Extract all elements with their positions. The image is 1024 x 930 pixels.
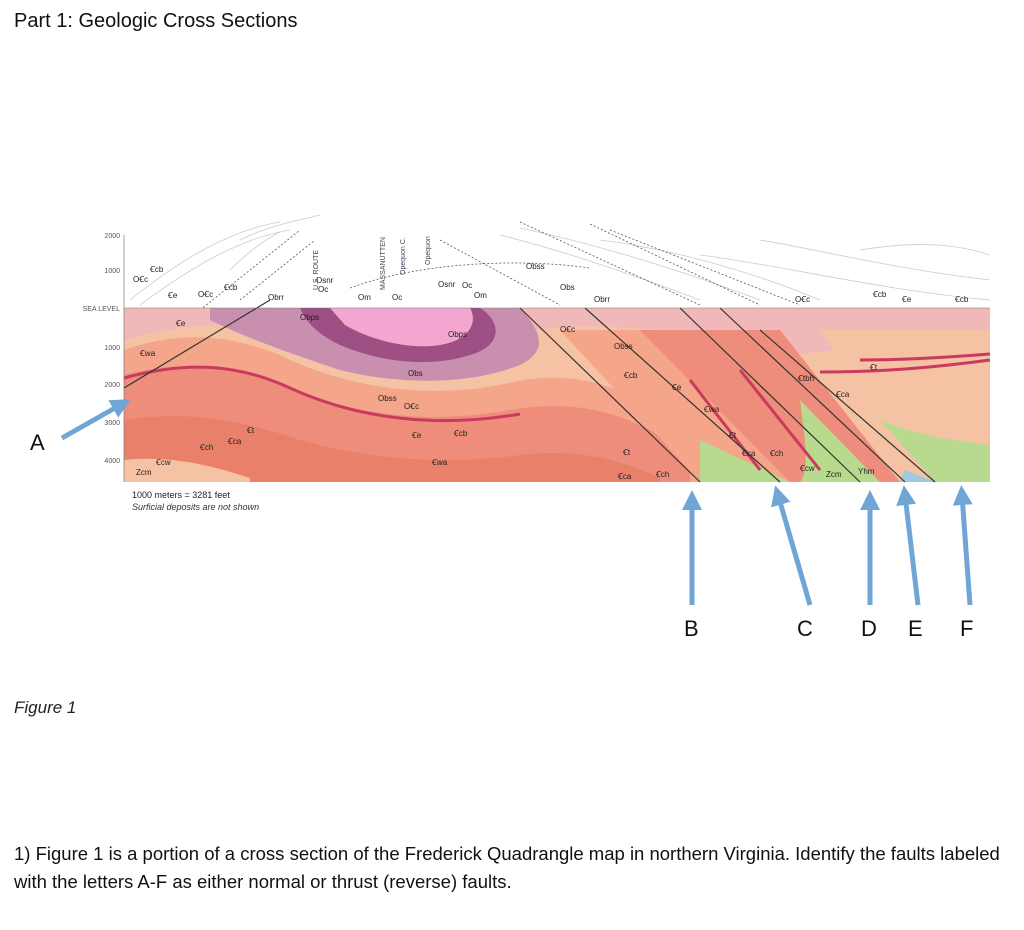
unit-label: Ꞓca [227, 437, 242, 446]
unit-label: Ꞓcb [954, 295, 969, 304]
unit-label: Obss [614, 342, 633, 351]
unit-label: Ꞓcw [799, 464, 815, 473]
unit-label: Ꞓcb [149, 265, 164, 274]
unit-label: Ꞓt [728, 431, 737, 440]
arrow-e [896, 485, 921, 606]
place-label: Opequon C. [400, 237, 407, 275]
fault-letters: A B C D E F [30, 430, 973, 641]
unit-label: Ꞓwa [431, 458, 448, 467]
elevation-label: 1000 [104, 345, 120, 352]
arrow-c [771, 485, 813, 606]
unit-label: Ꞓt [246, 426, 255, 435]
question-text: 1) Figure 1 is a portion of a cross sect… [14, 843, 1000, 892]
unit-label: Ꞓt [622, 448, 631, 457]
scale-text: 1000 meters = 3281 feet [132, 490, 230, 500]
arrow-a [60, 399, 131, 441]
unit-label: Ꞓwa [139, 349, 156, 358]
fault-label-c: C [797, 616, 813, 641]
unit-label: Osnr [438, 280, 456, 289]
unit-label: Om [358, 293, 371, 302]
unit-label: Ꞓt [869, 363, 878, 372]
unit-label: OꞒc [133, 275, 148, 284]
unit-label: Om [474, 291, 487, 300]
trace-lines [199, 221, 801, 311]
unit-label: Ꞓtbh [797, 374, 814, 383]
unit-label: Obs [560, 283, 575, 292]
fault-label-d: D [861, 616, 877, 641]
elevation-label: 2000 [104, 233, 120, 240]
unit-label: Ꞓe [901, 295, 912, 304]
unit-label: Obps [300, 313, 319, 322]
page-title: Part 1: Geologic Cross Sections [14, 10, 298, 32]
arrow-f [952, 485, 973, 606]
unit-label: Ꞓcw [155, 458, 171, 467]
unit-label: Ꞓch [199, 443, 213, 452]
figure-caption: Figure 1 [14, 698, 77, 717]
unit-pink-core [330, 308, 473, 347]
marker-beds [123, 352, 991, 471]
unit-label: Osnr [316, 276, 334, 285]
unit-label: Obrr [268, 293, 284, 302]
unit-label: Ꞓca [835, 390, 850, 399]
elevation-label: 3000 [104, 420, 120, 427]
unit-label: Ꞓe [175, 319, 186, 328]
unit-label: Yhm [858, 467, 875, 476]
surficial-note: Surficial deposits are not shown [132, 502, 259, 512]
cross-section-diagram: 2000 1000 SEA LEVEL 1000 2000 3000 4000 … [30, 214, 991, 641]
unit-label: Ꞓch [655, 470, 669, 479]
unit-label: OꞒc [198, 290, 213, 299]
unit-label: OꞒc [795, 295, 810, 304]
fault-label-b: B [684, 616, 699, 641]
fault-lines [123, 299, 936, 483]
fault-label-e: E [908, 616, 923, 641]
unit-label: Ꞓca [741, 449, 756, 458]
unit-label: Zcm [826, 470, 842, 479]
place-label: U.S. ROUTE [313, 250, 320, 290]
unit-label: OꞒc [404, 402, 419, 411]
unit-label: Obrr [594, 295, 610, 304]
unit-label: Ꞓcb [223, 283, 238, 292]
unit-deep-orange [124, 416, 660, 482]
unit-label: Ꞓch [769, 449, 783, 458]
unit-label: Obs [408, 369, 423, 378]
elevation-axis: 2000 1000 SEA LEVEL 1000 2000 3000 4000 [83, 233, 125, 482]
unit-label: Obss [526, 262, 545, 271]
fault-arrows [60, 399, 973, 606]
unit-blue [900, 470, 935, 482]
unit-label: Obps [448, 330, 467, 339]
unit-tan-base [124, 458, 250, 482]
elevation-label: SEA LEVEL [83, 306, 120, 313]
unit-label: Obss [378, 394, 397, 403]
unit-label: Ꞓcb [872, 290, 887, 299]
fault-label-a: A [30, 430, 45, 455]
unit-label: Ꞓe [167, 291, 178, 300]
place-labels: U.S. ROUTE MASSANUTTEN Opequon C. Opequo… [313, 236, 432, 290]
fault-label-f: F [960, 616, 973, 641]
elevation-label: 2000 [104, 382, 120, 389]
unit-label: Zcm [136, 468, 152, 477]
figure-1: 2000 1000 SEA LEVEL 1000 2000 3000 4000 … [30, 214, 991, 641]
unit-green-3 [880, 420, 990, 482]
unit-green-2 [800, 400, 880, 482]
unit-label: Ꞓe [671, 383, 682, 392]
unit-label: Ꞓcb [623, 371, 638, 380]
unit-label: Ꞓe [411, 431, 422, 440]
unit-label: Ꞓca [617, 472, 632, 481]
place-label: Opequon [425, 236, 432, 265]
elevation-label: 4000 [104, 458, 120, 465]
topo-sketch [129, 214, 991, 306]
unit-label: Oc [318, 285, 328, 294]
unit-label: Ꞓwa [703, 405, 720, 414]
unit-label: Oc [392, 293, 402, 302]
place-label: MASSANUTTEN [380, 237, 387, 290]
elevation-label: 1000 [104, 268, 120, 275]
unit-label: OꞒc [560, 325, 575, 334]
unit-label: Oc [462, 281, 472, 290]
unit-label: Ꞓcb [453, 429, 468, 438]
